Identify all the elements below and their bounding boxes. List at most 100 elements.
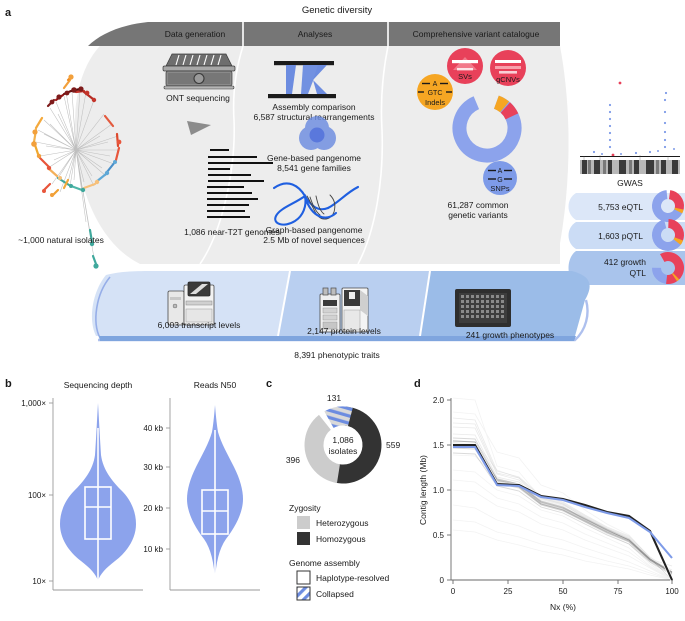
header-band-main [148,22,560,46]
panel-d-xtick-4: 100 [665,587,679,596]
panel-d-ytick-4: 2.0 [433,396,445,405]
phenotype-1-label: 2,147 protein levels [307,326,381,336]
panel-letter-b: b [5,378,12,390]
donut-label-131: 131 [327,393,341,403]
analysis-1-title: Gene-based pangenome [267,153,361,163]
legend-label-haplotype-resolved: Haplotype-resolved [316,573,390,583]
violin-0-ytick-2: 1,000× [21,399,46,408]
panel-d-ytick-0: 0 [440,576,445,585]
panel-d-xtick-2: 50 [559,587,568,596]
panel-d-xlabel: Nx (%) [550,602,576,612]
phenotype-band-underline-2 [98,299,589,342]
panel-letter-a: a [5,7,12,19]
violin-1-ytick-3: 40 kb [143,424,163,433]
violin-1-ytick-0: 10 kb [143,545,163,554]
panel-d-background-traces [452,397,673,581]
snps-bubble-label: SNPs [490,184,509,193]
violin-0-ytick-0: 10× [32,577,46,586]
snps-bubble: A G SNPs [483,161,517,195]
legend-label-homozygous: Homozygous [316,534,366,544]
gcnvs-bubble-label: gCNVs [496,75,520,84]
svs-bubble-label: SVs [458,72,472,81]
violin-0-box [84,486,112,540]
column-divider-2 [357,22,389,265]
analysis-1-detail: 8,541 gene families [277,163,351,173]
qtl-eqtl-label: 5,753 eQTL [598,202,643,212]
panel-a: Genetic diversity Data generation Analys… [18,5,685,360]
panel-d-ytick-1: 0.5 [433,531,445,540]
microplate-icon [455,289,511,327]
phenotype-band-separator-2 [419,270,431,337]
venn-circles-icon [299,116,336,150]
phenotypes-total-label: 8,391 phenotypic traits [294,350,380,360]
donut-center-line2: isolates [329,446,358,456]
panel-letter-d: d [414,378,421,390]
panel-c: 1,086 isolates 559 396 131 Zygosity Hete… [286,393,400,601]
panel-d-series-mean-blue [453,445,673,559]
qtl-growth-label-1: 412 growth [604,257,646,267]
legend-swatch-haplotype-resolved [296,570,311,585]
sequencer-label: ONT sequencing [166,93,230,103]
qtl-growth-label-2: QTL [629,268,646,278]
phenotype-0-label: 6,003 transcript levels [158,320,241,330]
column-label-variant-catalogue: Comprehensive variant catalogue [413,29,540,39]
legend-swatch-collapsed [296,586,311,601]
phenotype-band-separator-1 [277,270,291,337]
phenotype-2-label: 241 growth phenotypes [466,330,554,340]
variant-donut-caption-1: 61,287 common [448,200,509,210]
variant-donut-caption-2: genetic variants [448,210,508,220]
phenotype-band-underline-1 [95,276,111,339]
legend-label-heterozygous: Heterozygous [316,518,368,528]
mass-spec-icon [319,287,369,333]
panel-b: Sequencing depth Reads N50 1,000× 100× 1… [21,380,260,591]
legend-label-collapsed: Collapsed [316,589,354,599]
genome-contigs-icon [207,148,273,219]
indels-bubble-top: A [433,81,438,88]
qtl-row-growth: 412 growth QTL [568,251,685,285]
snps-bubble-bottom: G [497,177,502,184]
column-label-data-generation: Data generation [165,29,226,39]
panel-d: 0 0.5 1.0 1.5 2.0 0 25 50 75 100 Nx (%) … [418,396,679,612]
indels-bubble: A GTC Indels [417,74,453,110]
column-label-analyses: Analyses [298,29,333,39]
donut-label-396: 396 [286,455,300,465]
flow-arrow-icon [187,121,211,135]
graph-bubble-icon [272,182,360,226]
indels-bubble-bottom: GTC [428,90,443,97]
isolates-donut: 1,086 isolates [304,406,382,484]
genomes-label: 1,086 near-T2T genomes [184,227,280,237]
column-divider-1 [199,22,244,265]
violin-0-ytick-1: 100× [28,491,46,500]
manhattan-plot-icon: GWAS [580,81,680,188]
assembly-comparison-icon [268,61,336,99]
violin-0-title: Sequencing depth [64,380,133,390]
qtl-row-eqtl: 5,753 eQTL [568,190,685,222]
gwas-hit-point [611,153,615,157]
sequencer-machine-icon [167,281,215,326]
analysis-0-title: Assembly comparison [272,102,355,112]
legend-swatch-homozygous [297,532,310,545]
panel-d-xtick-1: 25 [504,587,513,596]
panel-d-ytick-2: 1.0 [433,486,445,495]
ont-sequencer-icon [162,53,236,90]
phylogenetic-tree-icon [31,74,122,269]
qtl-pqtl-donut [652,219,684,251]
gwas-label: GWAS [617,178,643,188]
panel-d-ylabel: Contig length (Mb) [418,455,428,525]
violin-1-ytick-1: 20 kb [143,504,163,513]
violin-1-title: Reads N50 [194,380,237,390]
snps-bubble-top: A [498,168,503,175]
ribbon-funnel-right-edge [556,46,569,264]
panel-letter-c: c [266,378,272,390]
gcnvs-bubble: gCNVs [490,50,526,86]
violin-1-ytick-2: 30 kb [143,463,163,472]
analysis-2-detail: 2.5 Mb of novel sequences [263,235,365,245]
phenotype-band-bottom-strip [99,336,576,341]
gwas-hit-point-top [618,81,622,85]
violin-1-box [201,489,229,535]
legend-assembly-title: Genome assembly [289,558,361,568]
reads-n50-violin: 40 kb 30 kb 20 kb 10 kb [143,398,260,591]
qtl-pqtl-label: 1,603 pQTL [598,231,643,241]
indels-bubble-label: Indels [425,98,445,107]
